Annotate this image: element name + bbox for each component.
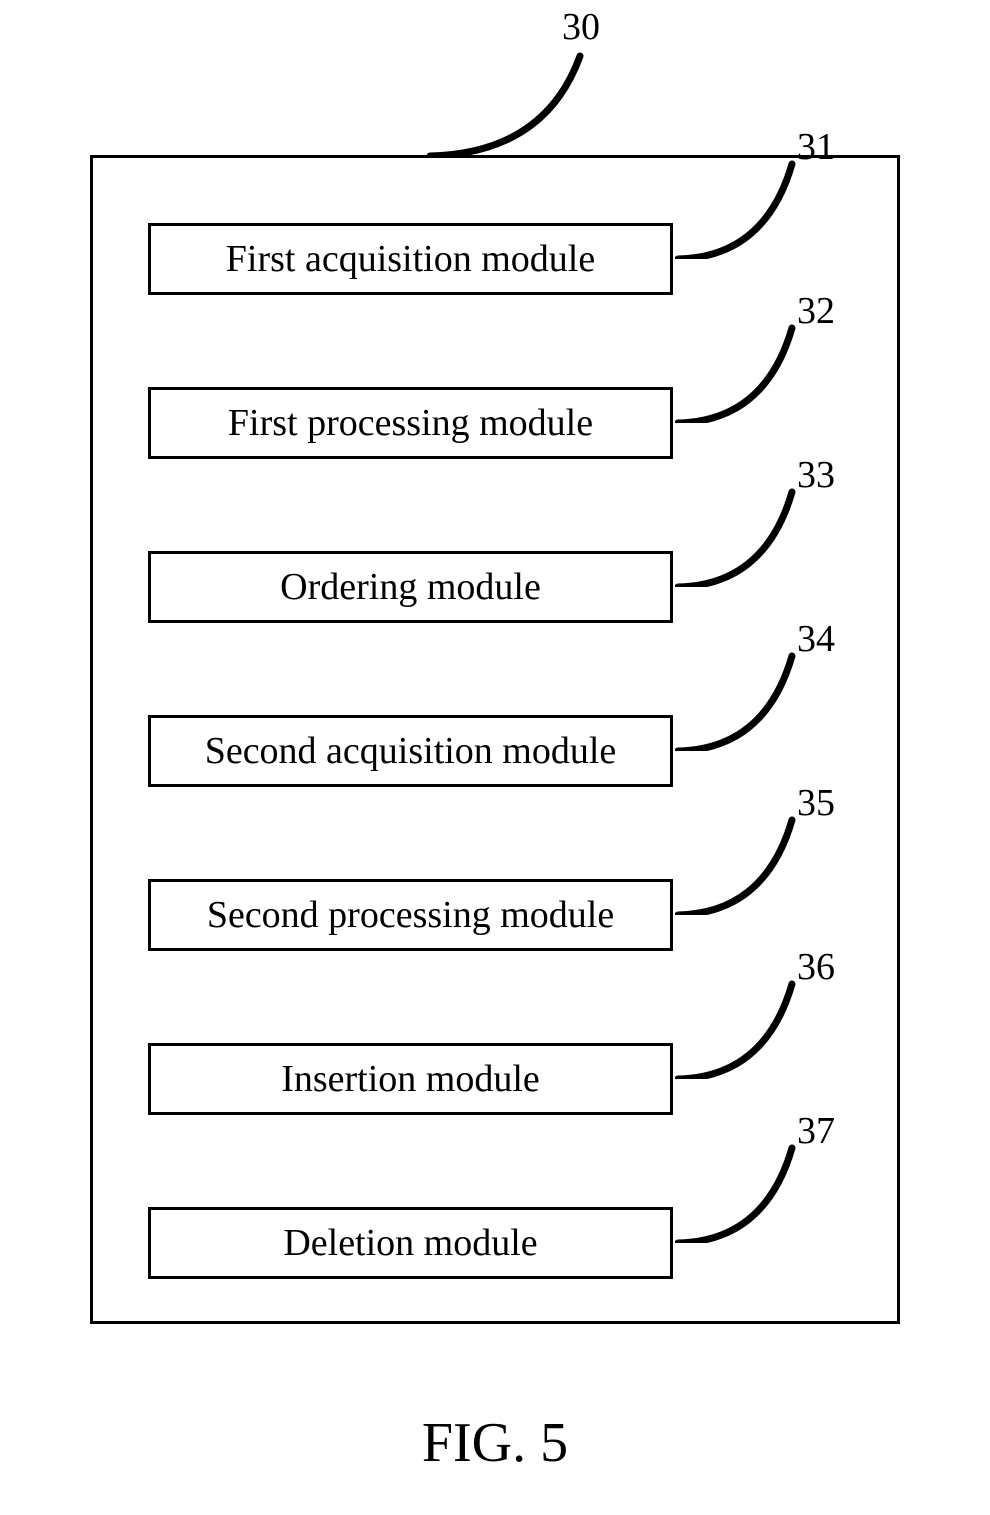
module-container: 31 First acquisition module 32 First pro… — [90, 155, 900, 1324]
callout-curve-icon — [675, 1143, 800, 1243]
callout-curve-icon — [425, 48, 595, 156]
module-callout: 31 — [675, 131, 835, 261]
module-callout: 32 — [675, 295, 835, 425]
module-callout: 37 — [675, 1115, 835, 1245]
module-text: First acquisition module — [226, 237, 595, 281]
module-text: First processing module — [228, 401, 593, 445]
module-box: Ordering module — [148, 551, 673, 623]
module-row: 35 Second processing module — [93, 879, 897, 951]
module-row: 37 Deletion module — [93, 1207, 897, 1279]
module-box: First processing module — [148, 387, 673, 459]
module-row: 32 First processing module — [93, 387, 897, 459]
module-box: Second processing module — [148, 879, 673, 951]
callout-curve-icon — [675, 323, 800, 423]
module-callout: 35 — [675, 787, 835, 917]
module-label: 32 — [797, 289, 835, 333]
module-label: 31 — [797, 125, 835, 169]
module-label: 37 — [797, 1109, 835, 1153]
module-box: Deletion module — [148, 1207, 673, 1279]
module-label: 36 — [797, 945, 835, 989]
module-text: Second acquisition module — [205, 729, 617, 773]
module-text: Deletion module — [283, 1221, 537, 1265]
figure-caption: FIG. 5 — [422, 1411, 568, 1475]
module-row: 31 First acquisition module — [93, 223, 897, 295]
callout-curve-icon — [675, 815, 800, 915]
module-text: Ordering module — [280, 565, 541, 609]
container-callout: 30 — [425, 0, 635, 160]
module-callout: 34 — [675, 623, 835, 753]
module-text: Insertion module — [281, 1057, 540, 1101]
module-callout: 36 — [675, 951, 835, 1081]
callout-curve-icon — [675, 979, 800, 1079]
module-row: 36 Insertion module — [93, 1043, 897, 1115]
module-label: 35 — [797, 781, 835, 825]
module-row: 34 Second acquisition module — [93, 715, 897, 787]
module-callout: 33 — [675, 459, 835, 589]
container-label: 30 — [562, 5, 600, 49]
module-label: 33 — [797, 453, 835, 497]
callout-curve-icon — [675, 487, 800, 587]
module-box: First acquisition module — [148, 223, 673, 295]
module-box: Second acquisition module — [148, 715, 673, 787]
module-label: 34 — [797, 617, 835, 661]
module-box: Insertion module — [148, 1043, 673, 1115]
module-row: 33 Ordering module — [93, 551, 897, 623]
module-text: Second processing module — [207, 893, 614, 937]
callout-curve-icon — [675, 651, 800, 751]
callout-curve-icon — [675, 159, 800, 259]
